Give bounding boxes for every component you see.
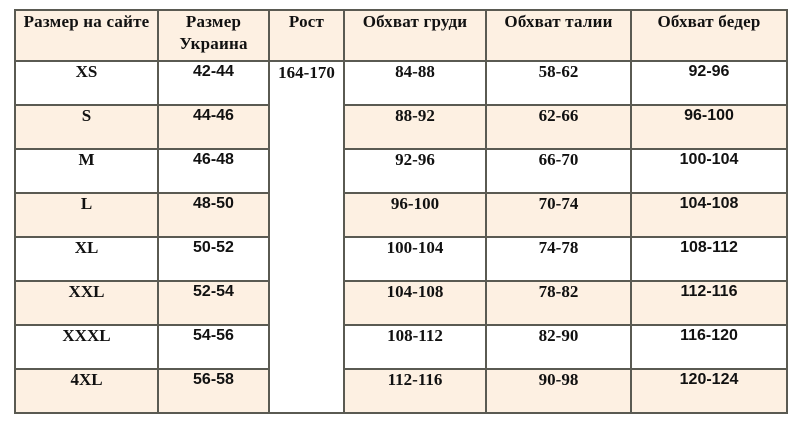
- cell-chest: 108-112: [343, 324, 487, 370]
- cell-size-site: 4XL: [14, 368, 159, 414]
- cell-waist: 70-74: [485, 192, 632, 238]
- table-row: XS 42-44 164-170 84-88 58-62 92-96: [14, 60, 788, 414]
- cell-size-ukraine: 50-52: [157, 236, 270, 282]
- cell-chest: 84-88: [343, 60, 487, 106]
- table-row: XL 50-52 100-104 74-78 108-112: [14, 236, 788, 282]
- cell-size-ukraine: 54-56: [157, 324, 270, 370]
- table-row: S 44-46 88-92 62-66 96-100: [14, 104, 788, 150]
- column-header-ua: Размер Украина: [157, 9, 270, 62]
- cell-chest: 92-96: [343, 148, 487, 194]
- cell-chest: 100-104: [343, 236, 487, 282]
- header-row: Размер на сайте Размер Украина Рост Обхв…: [14, 9, 788, 62]
- cell-hips: 120-124: [630, 368, 788, 414]
- cell-waist: 74-78: [485, 236, 632, 282]
- cell-chest: 96-100: [343, 192, 487, 238]
- column-header-site: Размер на сайте: [14, 9, 159, 62]
- cell-size-site: XS: [14, 60, 159, 106]
- cell-waist: 90-98: [485, 368, 632, 414]
- cell-size-ukraine: 42-44: [157, 60, 270, 106]
- column-header-hips: Обхват бедер: [630, 9, 788, 62]
- cell-size-ukraine: 56-58: [157, 368, 270, 414]
- size-chart-table: Размер на сайте Размер Украина Рост Обхв…: [14, 9, 788, 414]
- cell-hips: 92-96: [630, 60, 788, 106]
- cell-chest: 104-108: [343, 280, 487, 326]
- column-header-waist: Обхват талии: [485, 9, 632, 62]
- cell-size-ukraine: 52-54: [157, 280, 270, 326]
- cell-waist: 62-66: [485, 104, 632, 150]
- cell-size-site: L: [14, 192, 159, 238]
- cell-size-site: XXXL: [14, 324, 159, 370]
- cell-height-merged: 164-170: [268, 60, 345, 414]
- cell-hips: 112-116: [630, 280, 788, 326]
- cell-hips: 116-120: [630, 324, 788, 370]
- cell-waist: 78-82: [485, 280, 632, 326]
- table-header: Размер на сайте Размер Украина Рост Обхв…: [14, 9, 788, 62]
- cell-chest: 88-92: [343, 104, 487, 150]
- cell-waist: 58-62: [485, 60, 632, 106]
- cell-waist: 82-90: [485, 324, 632, 370]
- cell-hips: 96-100: [630, 104, 788, 150]
- cell-size-ukraine: 44-46: [157, 104, 270, 150]
- table-row: L 48-50 96-100 70-74 104-108: [14, 192, 788, 238]
- cell-size-ukraine: 46-48: [157, 148, 270, 194]
- size-chart-container: Размер на сайте Размер Украина Рост Обхв…: [14, 9, 788, 414]
- column-header-height: Рост: [268, 9, 345, 62]
- table-row: XXL 52-54 104-108 78-82 112-116: [14, 280, 788, 326]
- table-body: XS 42-44 164-170 84-88 58-62 92-96 S 44-46 88-92…: [14, 60, 788, 414]
- cell-hips: 104-108: [630, 192, 788, 238]
- table-row: 4XL 56-58 112-116 90-98 120-124: [14, 368, 788, 414]
- cell-size-ukraine: 48-50: [157, 192, 270, 238]
- cell-size-site: XXL: [14, 280, 159, 326]
- cell-chest: 112-116: [343, 368, 487, 414]
- table-row: M 46-48 92-96 66-70 100-104: [14, 148, 788, 194]
- cell-hips: 100-104: [630, 148, 788, 194]
- cell-size-site: XL: [14, 236, 159, 282]
- cell-waist: 66-70: [485, 148, 632, 194]
- cell-size-site: S: [14, 104, 159, 150]
- cell-hips: 108-112: [630, 236, 788, 282]
- cell-size-site: M: [14, 148, 159, 194]
- table-row: XXXL 54-56 108-112 82-90 116-120: [14, 324, 788, 370]
- column-header-chest: Обхват груди: [343, 9, 487, 62]
